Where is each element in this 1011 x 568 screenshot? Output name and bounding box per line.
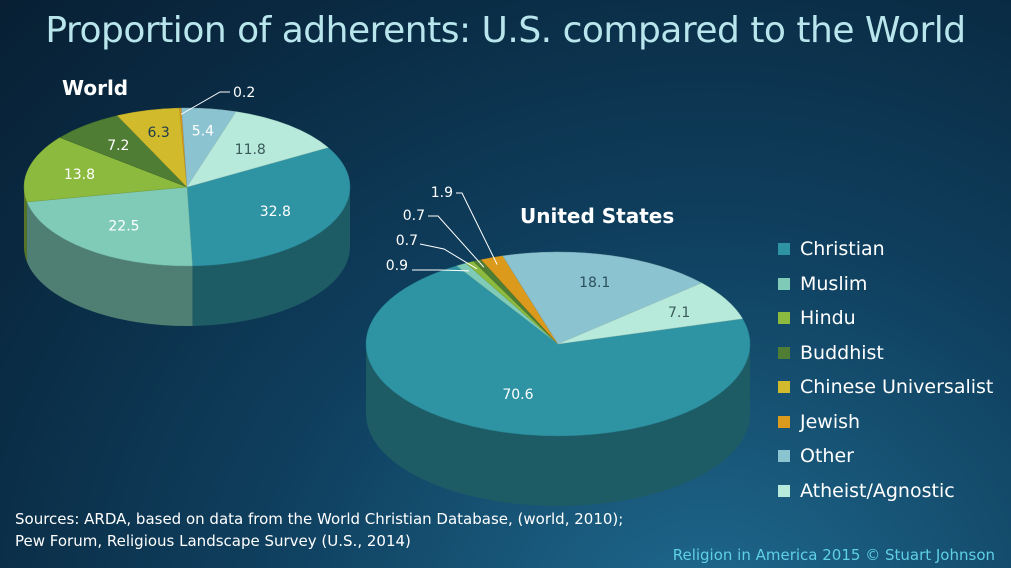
legend-swatch — [778, 277, 790, 290]
data-label-muslim: 0.9 — [386, 258, 408, 274]
credit-text: Religion in America 2015 © Stuart Johnso… — [672, 546, 995, 564]
legend-swatch — [778, 381, 790, 394]
leader-line-jewish — [180, 91, 230, 115]
pie-slice-atheist-agnostic — [557, 282, 743, 345]
legend-label: Christian — [800, 238, 885, 261]
legend-item-muslim: Muslim — [778, 267, 993, 302]
data-label-other: 5.4 — [192, 124, 214, 140]
legend: Christian Muslim Hindu Buddhist Chinese … — [778, 232, 993, 508]
legend-swatch — [778, 346, 790, 359]
legend-label: Jewish — [800, 410, 861, 433]
legend-label: Hindu — [800, 307, 856, 330]
legend-swatch — [778, 484, 790, 497]
sources-line-2: Pew Forum, Religious Landscape Survey (U… — [15, 532, 411, 550]
data-label-buddhist: 0.7 — [403, 208, 425, 224]
data-label-hindu: 0.7 — [396, 233, 418, 249]
data-label-buddhist: 7.2 — [107, 138, 129, 154]
data-label-atheist-agnostic: 7.1 — [668, 305, 690, 321]
pie-slice-other — [502, 251, 703, 345]
leader-line-jewish — [456, 192, 498, 265]
pie-side-christian — [192, 187, 350, 326]
data-label-jewish: 1.9 — [431, 185, 453, 201]
pie-side-muslim — [26, 201, 193, 326]
us-pie-title: United States — [520, 204, 675, 228]
data-label-hindu: 13.8 — [64, 167, 95, 183]
pie-slice-hindu — [23, 137, 188, 203]
pie-slice-atheist-agnostic — [186, 111, 329, 188]
us-pie: 70.6 0.9 0.7 0.7 1.9 18.1 7.1 — [365, 185, 751, 506]
world-pie: 32.8 22.5 13.8 7.2 6.3 0.2 5.4 11.8 — [23, 85, 351, 326]
data-label-christian: 32.8 — [260, 204, 291, 220]
data-label-atheist-agnostic: 11.8 — [235, 142, 266, 158]
legend-swatch — [778, 450, 790, 463]
legend-item-jewish: Jewish — [778, 405, 993, 440]
legend-swatch — [778, 312, 790, 325]
legend-item-other: Other — [778, 439, 993, 474]
legend-label: Buddhist — [800, 341, 884, 364]
legend-item-buddhist: Buddhist — [778, 336, 993, 371]
leader-line-muslim — [412, 269, 470, 272]
pie-slice-christian — [365, 265, 751, 437]
legend-item-atheist-agnostic: Atheist/Agnostic — [778, 474, 993, 509]
data-label-christian: 70.6 — [502, 387, 533, 403]
data-label-chinese-universalist: 6.3 — [148, 125, 170, 141]
leader-line-hindu — [419, 243, 478, 270]
chart-title: Proportion of adherents: U.S. compared t… — [45, 10, 966, 51]
data-label-other: 18.1 — [579, 275, 610, 291]
data-label-muslim: 22.5 — [108, 218, 139, 234]
world-pie-title: World — [62, 76, 129, 100]
legend-label: Other — [800, 445, 854, 468]
pie-slice-muslim — [26, 186, 193, 267]
sources-line-1: Sources: ARDA, based on data from the Wo… — [15, 510, 624, 528]
data-label-jewish: 0.2 — [233, 85, 255, 101]
pie-side-hindu — [24, 187, 27, 262]
legend-item-christian: Christian — [778, 232, 993, 267]
pie-side-christian — [366, 344, 750, 506]
leader-line-buddhist — [428, 215, 485, 268]
legend-item-chinese-universalist: Chinese Universalist — [778, 370, 993, 405]
sources-note: Sources: ARDA, based on data from the Wo… — [15, 508, 623, 552]
legend-swatch — [778, 415, 790, 428]
legend-label: Chinese Universalist — [800, 376, 994, 399]
legend-item-hindu: Hindu — [778, 301, 993, 336]
legend-label: Atheist/Agnostic — [800, 479, 955, 502]
pie-slice-christian — [186, 147, 351, 267]
legend-label: Muslim — [800, 272, 868, 295]
legend-swatch — [778, 243, 790, 256]
